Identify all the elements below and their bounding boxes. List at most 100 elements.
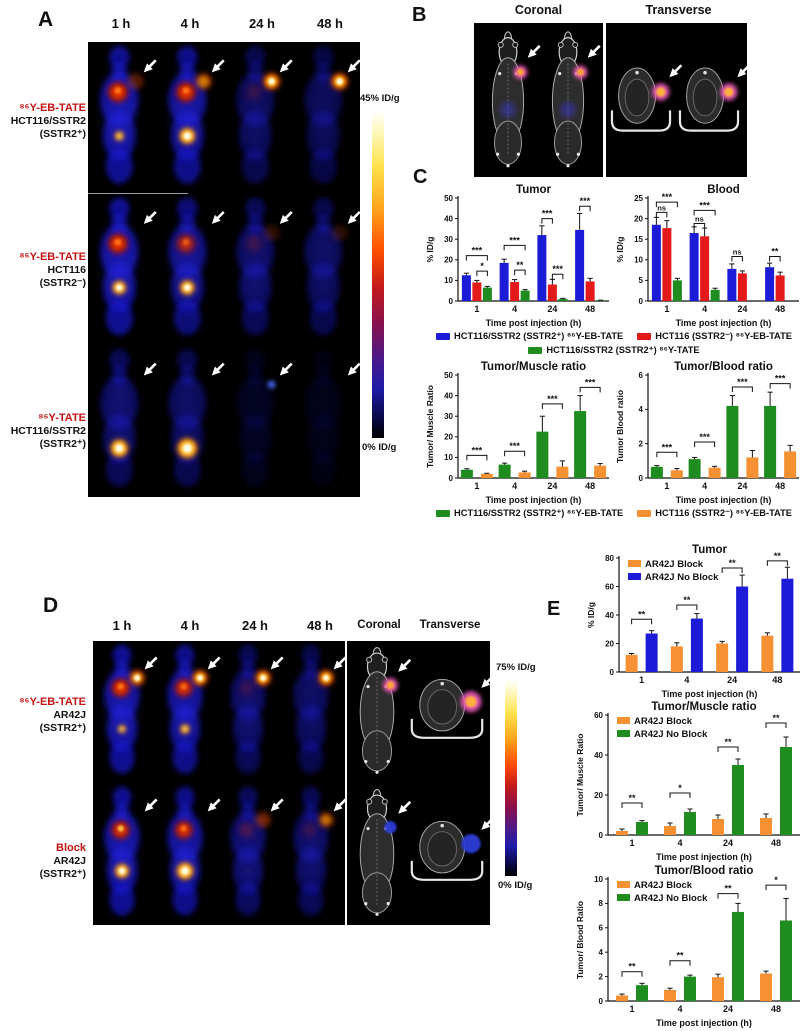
panel-c-label: C [413, 166, 428, 188]
svg-text:6: 6 [639, 371, 644, 380]
svg-text:20: 20 [444, 256, 453, 265]
colorbar-a [372, 110, 384, 438]
chart-c-tumor-muscle: Tumor/Muscle ratio Tumor/ Muscle Ratio 0 10… [425, 360, 615, 511]
legend-swatch-blue [436, 333, 451, 340]
svg-text:1: 1 [629, 1004, 634, 1014]
svg-text:48: 48 [771, 838, 781, 848]
chart-c-tumor-blood: Tumor/Blood ratio Tumor Blood ratio 0 2 4 6 1 4… [615, 360, 805, 511]
colorbar-a-bottom-label: 0% ID/g [362, 442, 397, 453]
colorbar-d [505, 680, 517, 876]
svg-text:ns: ns [695, 215, 704, 224]
legend-swatch-orange [637, 510, 652, 517]
svg-text:10: 10 [634, 256, 643, 265]
panel-b-coronal-label: Coronal [514, 3, 563, 17]
svg-text:Time post injection (h): Time post injection (h) [676, 318, 772, 328]
svg-text:4: 4 [599, 948, 604, 957]
svg-text:1: 1 [664, 481, 669, 491]
svg-text:Tumor/Muscle ratio: Tumor/Muscle ratio [651, 701, 756, 713]
chart-c-tumor: Tumor % ID/g 0 10 20 30 40 50 1 4 24 48 Time post in… [425, 183, 615, 334]
panel-d-coronal-label: Coronal [357, 619, 401, 631]
svg-text:Time post injection (h): Time post injection (h) [676, 495, 772, 505]
svg-text:0: 0 [449, 297, 454, 306]
svg-text:AR42J No Block: AR42J No Block [645, 572, 719, 583]
legend-swatch-green [528, 347, 543, 354]
svg-text:10: 10 [444, 276, 453, 285]
timepoint-a-24h: 24 h [248, 16, 275, 31]
chart-e-tumor: Tumor % ID/g 0 20 40 60 80 1 4 24 48 Time post inje… [586, 543, 806, 705]
timepoint-a-4h: 4 h [180, 16, 200, 31]
svg-text:10: 10 [594, 875, 603, 884]
svg-text:1: 1 [629, 838, 634, 848]
svg-text:0: 0 [639, 297, 644, 306]
svg-text:48: 48 [585, 481, 595, 491]
svg-text:20: 20 [634, 214, 643, 223]
svg-text:Tumor Blood ratio: Tumor Blood ratio [615, 390, 625, 463]
svg-text:20: 20 [594, 791, 603, 800]
chart-e-tumor-muscle: Tumor/Muscle ratio Tumor/ Muscle Ratio 0 20… [575, 700, 806, 868]
svg-text:80: 80 [605, 554, 614, 563]
timepoint-a-1h: 1 h [111, 16, 131, 31]
svg-text:AR42J No Block: AR42J No Block [634, 893, 708, 904]
svg-text:50: 50 [444, 194, 453, 203]
svg-text:24: 24 [547, 481, 557, 491]
svg-text:Tumor/Blood ratio: Tumor/Blood ratio [655, 865, 754, 877]
svg-text:Tumor: Tumor [516, 184, 551, 196]
panel-b-transverse-label: Transverse [645, 3, 712, 17]
svg-text:40: 40 [444, 391, 453, 400]
svg-text:1: 1 [639, 675, 644, 685]
colorbar-d-top-label: 75% ID/g [496, 662, 536, 673]
svg-text:24: 24 [547, 304, 557, 314]
svg-text:***: *** [699, 432, 710, 442]
svg-text:***: *** [662, 442, 673, 452]
svg-text:Tumor/ Muscle Ratio: Tumor/ Muscle Ratio [575, 734, 585, 817]
pet-image-grid-a [88, 42, 361, 497]
colorbar-a-top-label: 45% ID/g [360, 93, 400, 104]
chart-e-tumor-blood: Tumor/Blood ratio Tumor/ Blood Ratio 0 2 4 6 8… [575, 864, 806, 1031]
svg-text:24: 24 [723, 838, 733, 848]
svg-text:Time post injection (h): Time post injection (h) [486, 495, 582, 505]
svg-text:Tumor/ Blood Ratio: Tumor/ Blood Ratio [575, 901, 585, 979]
svg-text:% ID/g: % ID/g [586, 602, 596, 628]
svg-text:4: 4 [512, 304, 517, 314]
svg-text:6: 6 [599, 924, 604, 933]
legend-c-top-row2: HCT116/SSTR2 (SSTR2⁺) ⁸⁶Y-TATE [420, 345, 808, 356]
svg-text:Time post injection (h): Time post injection (h) [656, 852, 752, 862]
svg-text:***: *** [472, 445, 483, 455]
svg-text:48: 48 [585, 304, 595, 314]
svg-text:Time post injection (h): Time post injection (h) [662, 689, 758, 699]
svg-text:Tumor/Muscle ratio: Tumor/Muscle ratio [481, 361, 586, 373]
svg-text:0: 0 [449, 474, 454, 483]
svg-text:Blood: Blood [707, 184, 740, 196]
chart-c-blood: Blood % ID/g 0 5 10 15 20 25 1 4 24 48 Time post inj… [615, 183, 805, 334]
svg-text:***: *** [472, 246, 483, 256]
ct-image-transverse-b [606, 23, 751, 177]
svg-text:**: ** [774, 551, 782, 561]
svg-text:**: ** [724, 737, 732, 747]
panel-d-row1-label: ⁸⁶Y-EB-TATE AR42J (SSTR2⁺) [19, 696, 86, 734]
colorbar-d-bottom-label: 0% ID/g [498, 880, 533, 891]
svg-text:*: * [480, 261, 484, 271]
ct-image-column-d [347, 641, 495, 925]
svg-text:**: ** [638, 609, 646, 619]
panel-d-label: D [43, 594, 59, 617]
svg-text:**: ** [628, 793, 636, 803]
svg-text:40: 40 [444, 214, 453, 223]
svg-text:***: *** [552, 264, 563, 274]
svg-text:4: 4 [684, 675, 689, 685]
svg-text:60: 60 [605, 582, 614, 591]
panel-a-row3-label: ⁸⁶Y-TATE HCT116/SSTR2 (SSTR2⁺) [10, 412, 86, 450]
svg-text:AR42J Block: AR42J Block [645, 559, 704, 570]
svg-text:***: *** [542, 209, 553, 219]
svg-text:30: 30 [444, 235, 453, 244]
svg-text:48: 48 [772, 675, 782, 685]
svg-text:**: ** [772, 713, 780, 723]
svg-text:40: 40 [594, 751, 603, 760]
svg-text:AR42J No Block: AR42J No Block [634, 729, 708, 740]
svg-text:***: *** [737, 377, 748, 387]
svg-text:4: 4 [702, 481, 707, 491]
svg-text:AR42J Block: AR42J Block [634, 880, 693, 891]
timepoint-d-48h: 48 h [306, 618, 333, 633]
svg-text:***: *** [585, 377, 596, 387]
timepoint-a-48h: 48 h [316, 16, 343, 31]
